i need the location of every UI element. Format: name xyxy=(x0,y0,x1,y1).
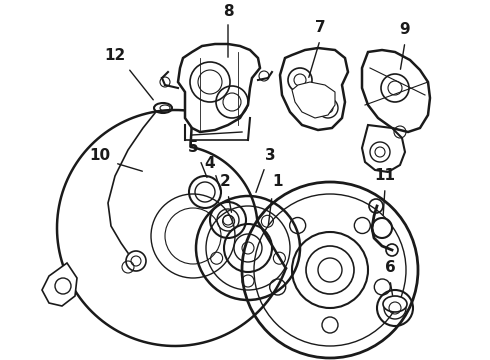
Text: 7: 7 xyxy=(315,21,325,36)
Polygon shape xyxy=(42,263,77,306)
Polygon shape xyxy=(362,50,430,132)
Text: 9: 9 xyxy=(400,22,410,37)
Ellipse shape xyxy=(383,296,407,312)
Text: 3: 3 xyxy=(265,148,275,162)
Text: 11: 11 xyxy=(374,167,395,183)
Polygon shape xyxy=(362,125,405,172)
Text: 2: 2 xyxy=(220,175,230,189)
Polygon shape xyxy=(292,82,335,118)
Text: 5: 5 xyxy=(188,140,198,156)
Polygon shape xyxy=(178,44,260,132)
Text: 10: 10 xyxy=(90,148,111,162)
Text: 4: 4 xyxy=(205,156,215,171)
Text: 12: 12 xyxy=(104,48,125,63)
Polygon shape xyxy=(280,48,348,130)
Text: 8: 8 xyxy=(222,4,233,19)
Text: 6: 6 xyxy=(385,261,395,275)
Text: 1: 1 xyxy=(273,175,283,189)
